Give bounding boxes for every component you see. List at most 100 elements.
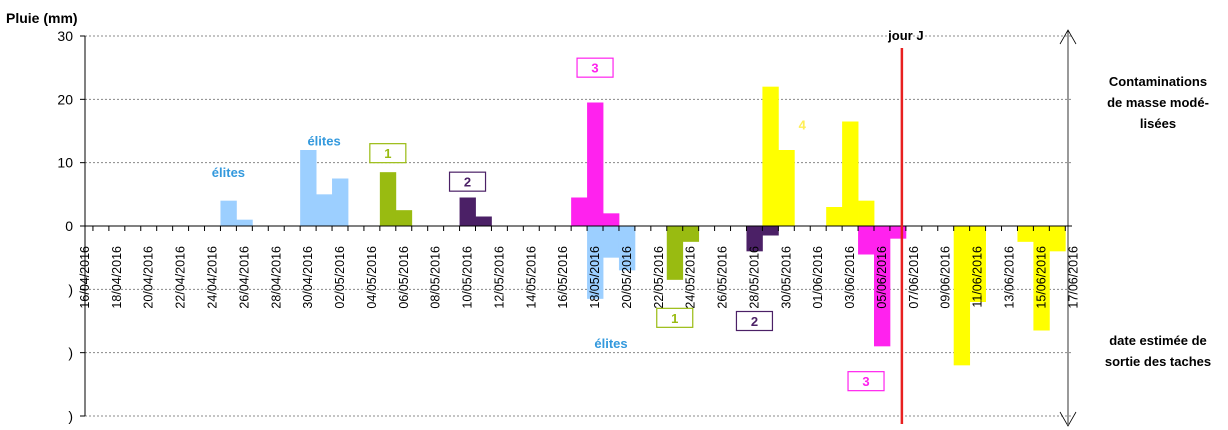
bar-élites <box>603 226 620 258</box>
annotation-label: 1 <box>671 311 678 326</box>
date-estimate-label: date estimée de <box>1109 333 1207 348</box>
y-axis-ticks: 30 20 10 0))) <box>57 28 85 424</box>
x-tick-label: 30/04/2016 <box>301 246 315 309</box>
bar-4 <box>1017 226 1034 242</box>
annotation-box <box>576 57 614 78</box>
bar-élites <box>236 219 253 226</box>
bar-élites <box>618 226 636 271</box>
bar-3 <box>603 213 620 226</box>
bar-3 <box>889 226 907 239</box>
annotation-box <box>656 307 694 328</box>
bar-4 <box>1049 226 1066 252</box>
y-tick-label: ) <box>68 281 73 297</box>
annotation-box <box>369 143 407 164</box>
x-tick-label: 02/05/2016 <box>333 246 347 309</box>
annotation-box <box>448 171 487 192</box>
bar-3 <box>874 226 891 347</box>
x-tick-label: 24/04/2016 <box>205 246 219 309</box>
x-tick-label: 16/05/2016 <box>556 246 570 309</box>
bar-1 <box>395 210 413 226</box>
bar-2 <box>762 226 779 236</box>
x-tick-label: 24/05/2016 <box>684 246 698 309</box>
x-tick-label: 26/05/2016 <box>716 246 730 309</box>
x-tick-label: 15/06/2016 <box>1034 246 1048 309</box>
x-tick-label: 18/04/2016 <box>110 246 124 309</box>
bar-4 <box>762 86 779 227</box>
annotation-box <box>847 371 885 392</box>
x-tick-label: 05/06/2016 <box>875 246 889 309</box>
bar-élites <box>332 178 349 226</box>
y-tick-label: 30 <box>57 28 73 44</box>
bar-4 <box>1033 226 1050 331</box>
right-side-legend: Contaminations de masse modé-lisées date e… <box>1059 29 1211 427</box>
annotation-label: 1 <box>384 146 391 161</box>
annotation-label: élites <box>212 165 245 180</box>
x-tick-label: 14/05/2016 <box>524 246 538 309</box>
x-tick-label: 18/05/2016 <box>588 246 602 309</box>
bar-1 <box>379 172 397 226</box>
annotation-label: élites <box>307 134 340 149</box>
x-tick-label: 17/06/2016 <box>1066 246 1080 309</box>
y-axis-title: Pluie (mm) <box>6 10 78 26</box>
contamination-label: lisées <box>1140 116 1176 131</box>
bar-4 <box>953 226 971 366</box>
bar-4 <box>778 150 795 226</box>
x-tick-label: 22/05/2016 <box>652 246 666 309</box>
x-tick-label: 11/06/2016 <box>971 246 985 308</box>
bar-4 <box>826 207 843 226</box>
x-tick-label: 01/06/2016 <box>811 246 825 309</box>
x-tick-label: 10/05/2016 <box>461 246 475 309</box>
y-tick-label: ) <box>68 408 73 424</box>
x-axis <box>84 36 1072 416</box>
x-tick-label: 26/04/2016 <box>237 246 251 309</box>
y-tick-label: 0 <box>65 218 73 234</box>
annotation-label: 2 <box>751 314 758 329</box>
bar-4 <box>842 121 859 226</box>
bar-2 <box>746 226 763 252</box>
annotation-label: 2 <box>464 175 471 190</box>
contamination-label: de masse modé- <box>1107 95 1209 110</box>
bar-4 <box>858 200 875 226</box>
x-tick-label: 07/06/2016 <box>907 246 921 309</box>
annotation-label: 3 <box>591 61 598 76</box>
y-tick-label: 20 <box>57 91 73 107</box>
bar-1 <box>682 226 700 242</box>
bar-2 <box>459 197 476 226</box>
x-tick-label: 08/05/2016 <box>429 246 443 309</box>
jour-j-marker: jour J <box>887 28 924 424</box>
contamination-label: Contaminations <box>1109 74 1207 89</box>
bar-3 <box>587 102 604 226</box>
annotation-box <box>735 310 774 332</box>
x-tick-label: 06/05/2016 <box>397 246 411 309</box>
x-tick-label: 30/05/2016 <box>779 246 793 309</box>
x-axis-date-labels: 16/04/2016 18/04/2016 20/04/2016 22/04/2016… <box>78 246 1080 309</box>
jour-j-label: jour J <box>887 28 923 43</box>
x-tick-label: 12/05/2016 <box>492 246 506 309</box>
bar-1 <box>666 226 684 280</box>
x-tick-label: 04/05/2016 <box>365 246 379 309</box>
x-tick-label: 28/05/2016 <box>747 246 761 309</box>
x-tick-label: 22/04/2016 <box>174 246 188 309</box>
bar-3 <box>571 197 588 226</box>
x-tick-label: 09/06/2016 <box>939 246 953 309</box>
annotations: élites élites élites 1 1 2 2 3 3 4 <box>212 57 885 392</box>
bar-4 <box>969 226 986 302</box>
annotation-label: 4 <box>799 118 807 133</box>
bar-3 <box>858 226 875 255</box>
bar-2 <box>475 216 492 226</box>
x-tick-label: 13/06/2016 <box>1002 246 1016 309</box>
bar-élites <box>300 150 317 226</box>
annotation-label: 3 <box>862 374 869 389</box>
x-tick-label: 16/04/2016 <box>78 246 92 309</box>
y-tick-label: 10 <box>57 155 73 171</box>
y-tick-label: ) <box>68 345 73 361</box>
bars <box>220 86 1066 366</box>
bar-élites <box>220 200 237 226</box>
arrow-down-head <box>1059 411 1077 427</box>
bar-élites <box>316 194 333 226</box>
arrow-up-head <box>1059 29 1077 45</box>
annotation-label: élites <box>594 336 627 351</box>
x-tick-label: 20/05/2016 <box>620 246 634 309</box>
x-tick-label: 28/04/2016 <box>269 246 283 309</box>
